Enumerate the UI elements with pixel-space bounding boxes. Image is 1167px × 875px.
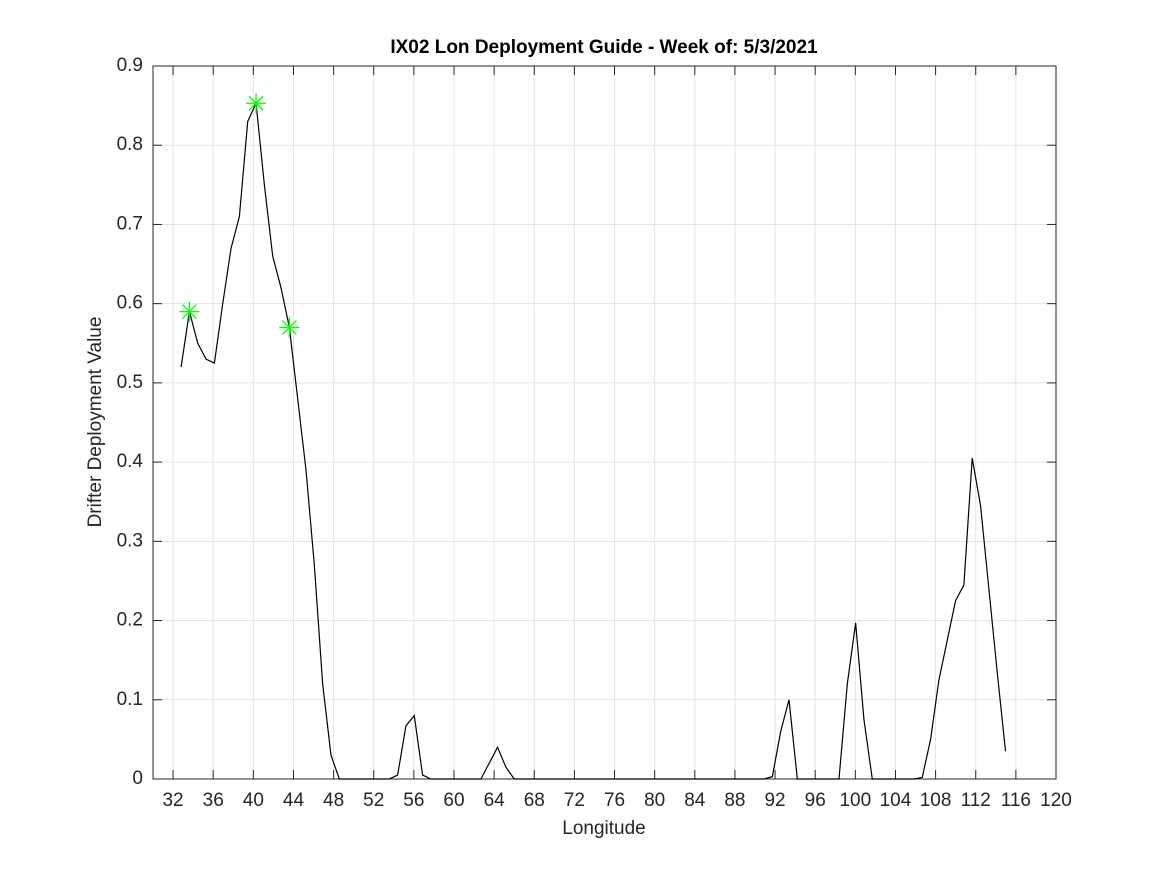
x-tick-label: 64 <box>484 790 506 811</box>
chart-title: IX02 Lon Deployment Guide - Week of: 5/3… <box>390 37 818 58</box>
x-tick-label: 80 <box>644 790 665 811</box>
y-tick-label: 0.4 <box>117 451 144 472</box>
highlight-marker <box>246 93 267 114</box>
x-tick-label: 92 <box>764 790 785 811</box>
x-tick-label: 116 <box>1001 790 1031 811</box>
y-axis-label: Drifter Deployment Value <box>85 317 106 528</box>
y-tick-label: 0.1 <box>117 689 143 710</box>
x-tick-label: 72 <box>564 790 585 811</box>
data-line <box>180 100 1007 780</box>
y-tick-label: 0.8 <box>117 134 143 155</box>
marker-stroke <box>181 304 197 320</box>
x-tick-label: 56 <box>403 790 424 811</box>
y-tick-label: 0.9 <box>117 55 143 76</box>
x-tick-label: 60 <box>443 790 464 811</box>
x-tick-label: 120 <box>1040 790 1072 811</box>
y-tick-label: 0.5 <box>117 372 143 393</box>
x-tick-label: 36 <box>203 790 224 811</box>
x-tick-label: 48 <box>323 790 344 811</box>
y-tick-label: 0 <box>132 768 143 789</box>
x-tick-label: 96 <box>805 790 826 811</box>
y-tick-label: 0.7 <box>117 213 143 234</box>
x-tick-label: 88 <box>724 790 745 811</box>
y-tick-label: 0.3 <box>117 530 143 551</box>
marker-stroke <box>281 319 297 335</box>
x-tick-label: 84 <box>684 790 706 811</box>
x-tick-label: 76 <box>604 790 625 811</box>
highlight-marker <box>179 301 200 322</box>
highlight-marker <box>279 317 300 338</box>
x-tick-label: 52 <box>363 790 384 811</box>
marker-stroke <box>248 95 264 111</box>
y-tick-label: 0.6 <box>117 293 143 314</box>
x-axis-label: Longitude <box>562 818 645 839</box>
x-tick-label: 40 <box>243 790 264 811</box>
y-tick-label: 0.2 <box>117 610 143 631</box>
x-tick-label: 68 <box>524 790 545 811</box>
x-tick-label: 108 <box>920 790 952 811</box>
x-tick-label: 112 <box>961 790 991 811</box>
x-tick-label: 100 <box>839 790 871 811</box>
x-tick-label: 104 <box>880 790 912 811</box>
x-tick-label: 44 <box>283 790 305 811</box>
x-tick-label: 32 <box>162 790 183 811</box>
